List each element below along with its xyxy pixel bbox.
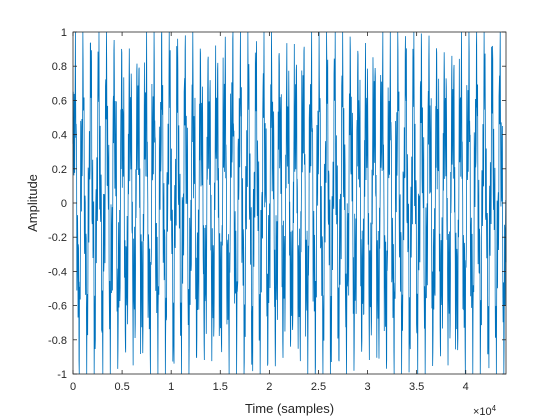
signal-line bbox=[72, 31, 507, 375]
x-axis-exponent: ×104 bbox=[473, 404, 497, 419]
y-tick-label: 1 bbox=[61, 27, 67, 39]
y-tick-label: 0.2 bbox=[52, 164, 67, 176]
x-tick-label: 0 bbox=[70, 381, 76, 393]
x-axis-label: Time (samples) bbox=[245, 401, 334, 416]
signal-series bbox=[72, 31, 507, 375]
y-tick-label: -0.4 bbox=[48, 266, 67, 278]
y-tick-label: 0.4 bbox=[52, 130, 67, 142]
y-tick-label: -0.2 bbox=[48, 232, 67, 244]
y-tick-label: -0.6 bbox=[48, 301, 67, 313]
x-tick-label: 3.5 bbox=[409, 381, 424, 393]
x-tick-label: 1 bbox=[168, 381, 174, 393]
x-axis-exponent-power: 4 bbox=[492, 404, 497, 413]
x-tick-label: 0.5 bbox=[114, 381, 129, 393]
y-tick-label: 0 bbox=[61, 198, 67, 210]
y-tick-label: -1 bbox=[57, 369, 67, 381]
y-tick-label: -0.8 bbox=[48, 335, 67, 347]
y-tick-label: 0.8 bbox=[52, 61, 67, 73]
y-tick-label: 0.6 bbox=[52, 95, 67, 107]
x-axis-ticks: 0 0.5 1 1.5 2 2.5 3 3.5 4 bbox=[70, 32, 469, 393]
x-tick-label: 2 bbox=[266, 381, 272, 393]
y-axis-label: Amplitude bbox=[25, 174, 40, 232]
x-tick-label: 4 bbox=[463, 381, 469, 393]
x-tick-label: 3 bbox=[364, 381, 370, 393]
y-axis-ticks: -1 -0.8 -0.6 -0.4 -0.2 0 0.2 0.4 0.6 0.8 1 bbox=[48, 27, 506, 381]
x-axis-exponent-base: ×10 bbox=[473, 406, 492, 418]
x-tick-label: 1.5 bbox=[213, 381, 228, 393]
x-tick-label: 2.5 bbox=[311, 381, 326, 393]
